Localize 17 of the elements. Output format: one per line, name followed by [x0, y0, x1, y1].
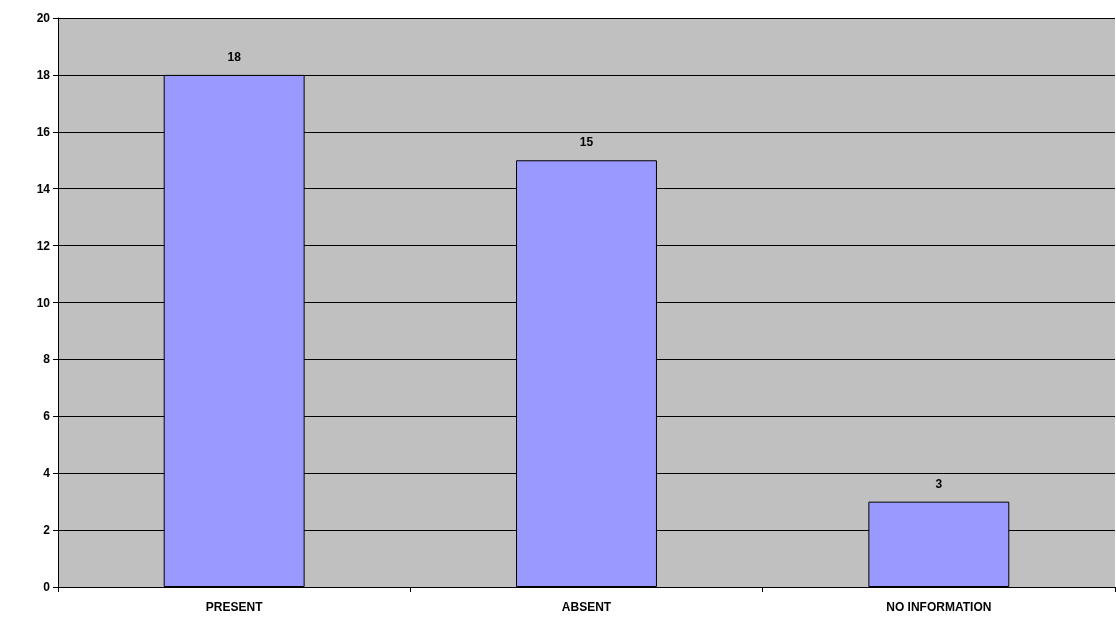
- y-tick-label: 12: [36, 238, 51, 253]
- y-tick-label: 20: [36, 11, 51, 25]
- data-label: 3: [935, 476, 943, 491]
- y-tick-label: 10: [36, 295, 51, 310]
- y-tick-label: 16: [36, 124, 51, 139]
- y-tick-label: 0: [43, 580, 51, 594]
- x-tick-label: ABSENT: [561, 600, 612, 614]
- y-tick-label: 14: [36, 181, 51, 196]
- x-tick-label: NO INFORMATION: [886, 600, 992, 614]
- y-tick-label: 18: [36, 67, 51, 82]
- y-tick-label: 2: [43, 523, 51, 538]
- data-label: 15: [579, 135, 594, 150]
- y-tick-label: 8: [43, 352, 51, 367]
- y-tick-label: 4: [43, 466, 51, 481]
- y-tick-label: 6: [43, 409, 51, 424]
- data-label: 18: [227, 49, 242, 64]
- x-tick-label: PRESENT: [205, 600, 264, 614]
